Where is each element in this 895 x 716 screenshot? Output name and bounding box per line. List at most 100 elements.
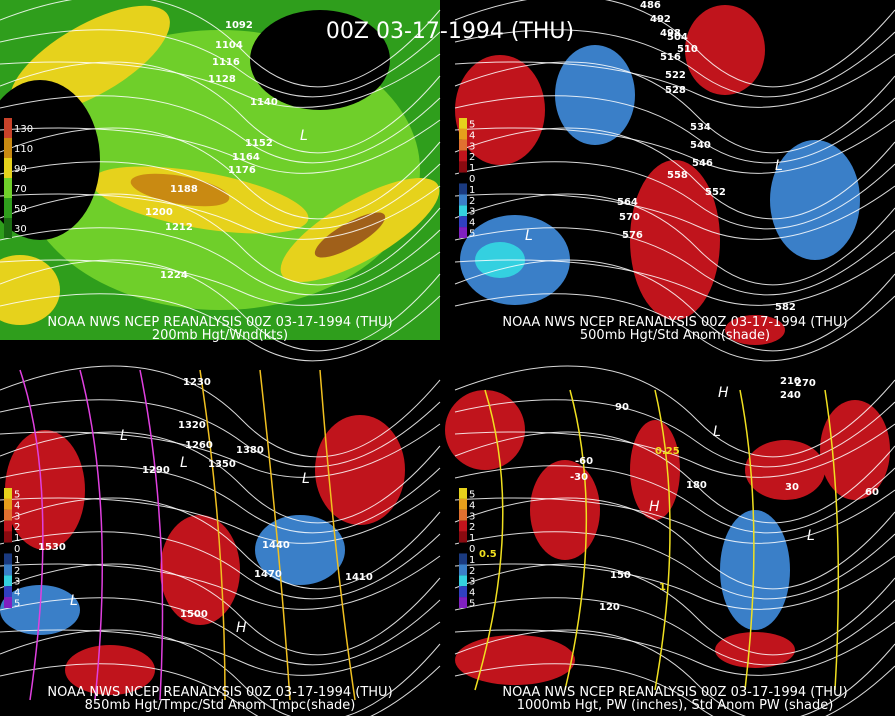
- temperature-contour: [19, 369, 44, 701]
- temperature-contour: [319, 369, 356, 701]
- legend-label: 4: [469, 500, 475, 511]
- legend-label: 3: [469, 207, 475, 218]
- legend-swatch: [459, 150, 467, 162]
- contour-line: [0, 293, 441, 362]
- contour-line: [454, 629, 895, 716]
- legend-label: 2: [14, 566, 20, 577]
- legend-label: 0: [469, 174, 475, 185]
- contour-label: 210: [780, 376, 801, 387]
- contour-label: 1140: [250, 97, 278, 108]
- contour-line: [454, 555, 895, 610]
- contour-label: 546: [692, 158, 713, 169]
- contour-line: [0, 497, 441, 590]
- map-title: 00Z 03-17-1994 (THU): [326, 19, 574, 44]
- pw-label: 1: [659, 582, 666, 593]
- temperature-contour: [199, 369, 226, 701]
- contour-line: [454, 597, 895, 666]
- contour-line: [454, 251, 895, 306]
- contour-line: [0, 119, 441, 174]
- contour-label: 1164: [232, 152, 260, 163]
- legend-swatch: [4, 542, 12, 554]
- legend-swatch: [4, 198, 12, 218]
- contour-line: [454, 489, 895, 544]
- pressure-center: L: [713, 424, 721, 440]
- anomaly-shading: [0, 255, 60, 325]
- contour-line: [0, 161, 441, 230]
- pw-contour: [654, 389, 671, 691]
- legend-label: 2: [469, 522, 475, 533]
- legend-swatch: [4, 575, 12, 587]
- legend-label: 4: [14, 588, 20, 599]
- contour-label: 90: [615, 402, 629, 413]
- legend-swatch: [4, 520, 12, 532]
- contour-line: [0, 61, 441, 154]
- contour-label: 1470: [254, 569, 282, 580]
- contour-line: [0, 185, 441, 240]
- anomaly-shading: [455, 635, 575, 685]
- legend-swatch: [459, 520, 467, 532]
- legend-swatch: [459, 205, 467, 217]
- legend-swatch: [459, 194, 467, 206]
- contour-line: [454, 0, 895, 88]
- contour-line: [454, 193, 895, 286]
- contour-label: 1410: [345, 572, 373, 583]
- contour-label: 60: [865, 487, 879, 498]
- contour-label: 492: [650, 14, 671, 25]
- contour-line: [0, 127, 441, 220]
- contour-label: 1200: [145, 207, 173, 218]
- legend-label: 5: [469, 599, 475, 610]
- contour-label: 1260: [185, 440, 213, 451]
- legend-label: 5: [14, 599, 20, 610]
- contour-label: 1224: [160, 270, 188, 281]
- contour-line: [454, 465, 895, 534]
- legend-swatch: [4, 218, 12, 238]
- anomaly-shading: [530, 460, 600, 560]
- contour-label: 1290: [142, 465, 170, 476]
- panel-caption: 1000mb Hgt, PW (inches), Std Anom PW (sh…: [517, 698, 834, 713]
- pressure-center: L: [300, 128, 308, 144]
- legend-swatch: [459, 139, 467, 151]
- contour-label: 1380: [236, 445, 264, 456]
- contour-label: 1152: [245, 138, 273, 149]
- contour-line: [0, 555, 441, 610]
- contour-label: 564: [617, 197, 638, 208]
- contour-label: 150: [610, 570, 631, 581]
- anomaly-shading: [720, 510, 790, 630]
- anomaly-shading: [745, 440, 825, 500]
- contour-line: [0, 531, 441, 600]
- contour-line: [454, 161, 895, 230]
- legend-swatch: [4, 586, 12, 598]
- legend-label: 1: [469, 185, 475, 196]
- panel-source: NOAA NWS NCEP REANALYSIS 00Z 03-17-1994 …: [47, 685, 392, 700]
- pw-contour: [564, 389, 588, 691]
- temperature-contour: [259, 369, 291, 701]
- contour-line: [0, 259, 441, 352]
- legend-swatch: [4, 498, 12, 510]
- legend-swatch: [4, 564, 12, 576]
- legend-label: 1: [469, 163, 475, 174]
- contour-line: [454, 563, 895, 656]
- panel-source: NOAA NWS NCEP REANALYSIS 00Z 03-17-1994 …: [502, 315, 847, 330]
- contour-line: [0, 423, 441, 478]
- temperature-contour: [79, 369, 104, 701]
- panel-source: NOAA NWS NCEP REANALYSIS 00Z 03-17-1994 …: [502, 685, 847, 700]
- legend-swatch: [459, 227, 467, 238]
- contour-label: 270: [795, 378, 816, 389]
- legend-label: 1: [14, 555, 20, 566]
- contour-label: 1500: [180, 609, 208, 620]
- pw-label: 0.25: [655, 446, 680, 457]
- contour-line: [454, 621, 895, 676]
- legend-label: 110: [14, 144, 33, 155]
- contour-line: [0, 465, 441, 534]
- legend-swatch: [459, 498, 467, 510]
- contour-label: 582: [775, 302, 796, 313]
- legend-swatch: [4, 553, 12, 565]
- contour-label: 240: [780, 390, 801, 401]
- legend-label: 3: [14, 511, 20, 522]
- contour-line: [454, 127, 895, 220]
- contour-label: 1092: [225, 20, 253, 31]
- legend-swatch: [459, 586, 467, 598]
- legend-label: 4: [469, 588, 475, 599]
- panel-caption: 500mb Hgt/Std Anom(shade): [580, 328, 770, 343]
- contour-label: 534: [690, 122, 711, 133]
